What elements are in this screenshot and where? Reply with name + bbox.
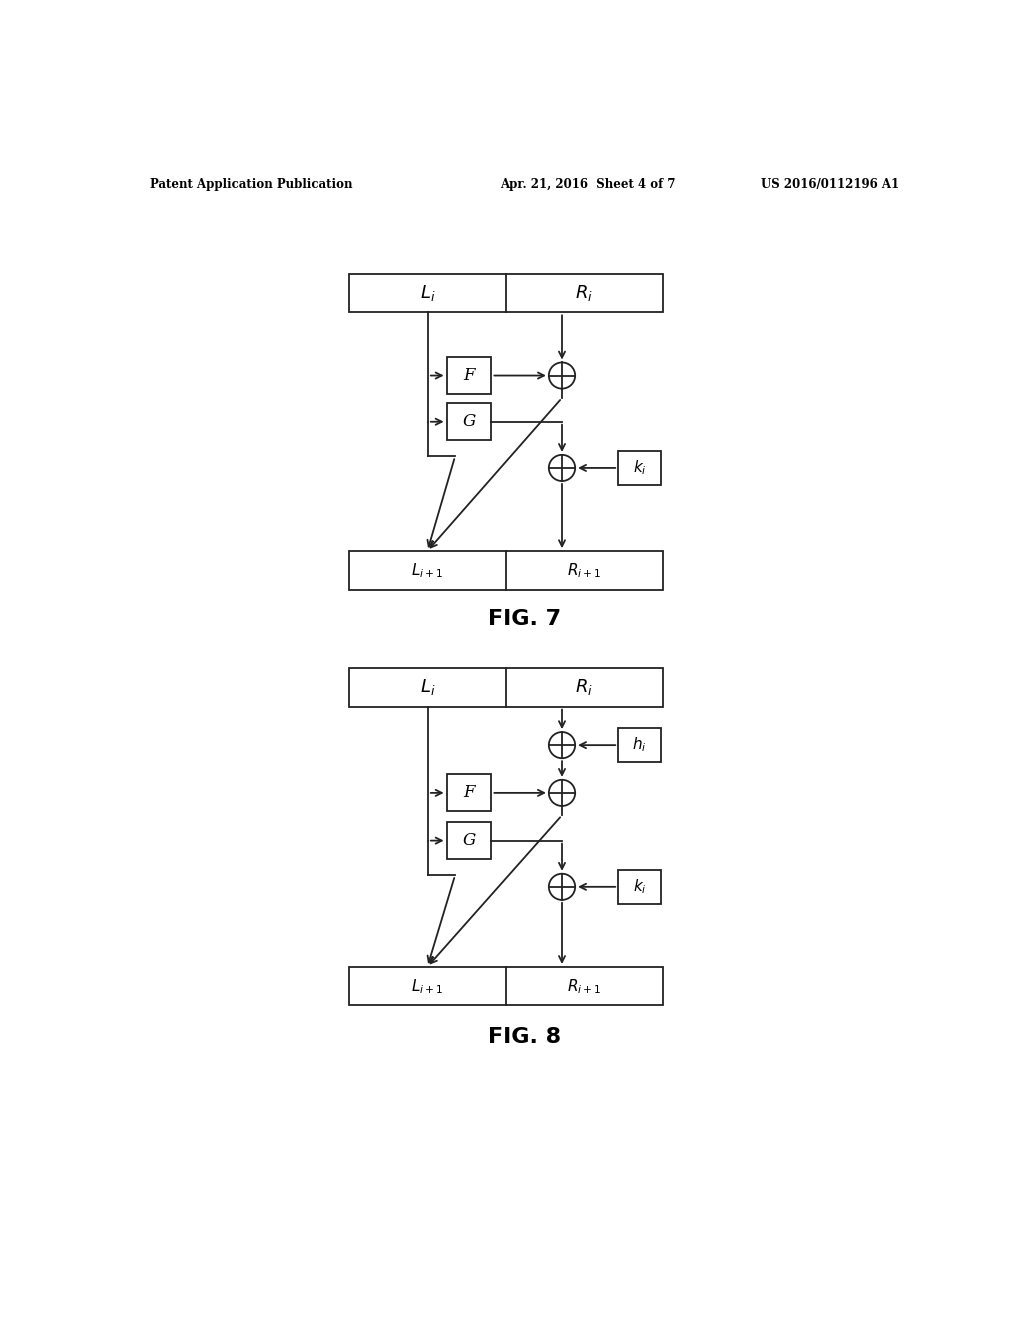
Text: $R_{i+1}$: $R_{i+1}$ <box>567 561 601 579</box>
Text: $R_{i+1}$: $R_{i+1}$ <box>567 977 601 995</box>
Text: $L_i$: $L_i$ <box>420 284 435 304</box>
Bar <box>618 870 660 904</box>
Bar <box>446 404 492 441</box>
Text: $L_{i+1}$: $L_{i+1}$ <box>412 561 443 579</box>
Bar <box>618 451 660 484</box>
Text: $L_i$: $L_i$ <box>420 677 435 697</box>
Circle shape <box>549 455 575 480</box>
Circle shape <box>549 363 575 388</box>
Bar <box>349 552 663 590</box>
Text: Patent Application Publication: Patent Application Publication <box>150 178 352 190</box>
Text: $R_i$: $R_i$ <box>575 677 593 697</box>
Bar <box>446 358 492 395</box>
Text: $h_i$: $h_i$ <box>632 735 647 755</box>
Bar <box>618 729 660 762</box>
Text: FIG. 7: FIG. 7 <box>488 609 561 628</box>
Text: $R_i$: $R_i$ <box>575 284 593 304</box>
Bar <box>349 668 663 706</box>
Circle shape <box>549 874 575 900</box>
Text: G: G <box>463 413 475 430</box>
Text: F: F <box>463 784 475 801</box>
Bar <box>446 775 492 812</box>
Bar <box>349 275 663 313</box>
Text: FIG. 8: FIG. 8 <box>488 1027 561 1047</box>
Circle shape <box>549 780 575 807</box>
Text: F: F <box>463 367 475 384</box>
Text: G: G <box>463 832 475 849</box>
Text: US 2016/0112196 A1: US 2016/0112196 A1 <box>761 178 899 190</box>
Text: $k_i$: $k_i$ <box>633 458 646 478</box>
Text: $L_{i+1}$: $L_{i+1}$ <box>412 977 443 995</box>
Bar <box>446 822 492 859</box>
Bar <box>349 966 663 1006</box>
Text: $k_i$: $k_i$ <box>633 878 646 896</box>
Circle shape <box>549 733 575 758</box>
Text: Apr. 21, 2016  Sheet 4 of 7: Apr. 21, 2016 Sheet 4 of 7 <box>500 178 676 190</box>
